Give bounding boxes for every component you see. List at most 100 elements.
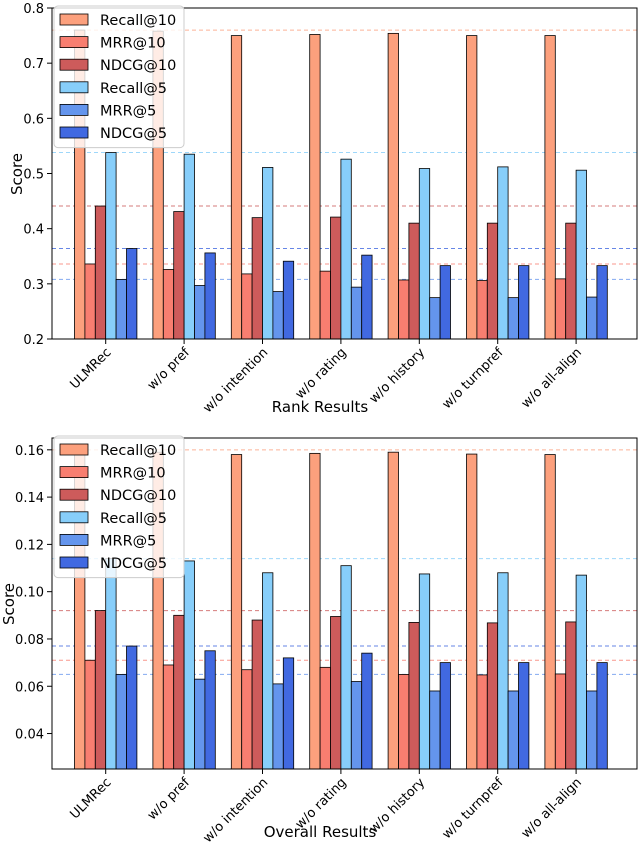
bar — [173, 614, 185, 770]
x-tick-label: w/o turnpref — [440, 345, 507, 412]
legend-swatch — [59, 81, 89, 94]
legend-label: NDCG@5 — [100, 126, 167, 142]
y-axis-label: Score — [0, 583, 18, 625]
bar — [126, 248, 138, 340]
bar — [507, 690, 519, 770]
y-tick-label: 0.10 — [15, 586, 44, 601]
bars — [74, 449, 608, 770]
y-tick-label: 0.2 — [23, 333, 44, 348]
bar — [173, 211, 185, 340]
y-tick-label: 0.5 — [23, 168, 44, 183]
legend-label: NDCG@10 — [100, 488, 176, 504]
bar — [596, 265, 608, 340]
bar — [387, 451, 399, 770]
legend-label: Recall@10 — [100, 443, 176, 459]
bar — [162, 664, 175, 770]
bar — [94, 610, 107, 770]
bar — [204, 252, 216, 340]
legend-swatch — [59, 534, 89, 546]
legend-swatch — [59, 13, 89, 26]
bar — [429, 690, 441, 770]
y-tick-label: 0.14 — [15, 491, 44, 506]
legend-swatch — [59, 126, 89, 139]
bar — [340, 565, 352, 770]
bar — [183, 153, 195, 340]
bar — [429, 297, 441, 340]
y-axis-ticks: 0.2 0.3 0.4 0.5 0.6 0.7 0.8 — [23, 2, 52, 348]
legend-label: NDCG@5 — [100, 556, 167, 572]
bar — [94, 205, 107, 340]
bar — [408, 222, 420, 340]
bar — [319, 666, 331, 770]
bar — [518, 662, 530, 770]
x-tick-label: w/o turnpref — [440, 775, 507, 842]
bar — [554, 278, 567, 340]
x-tick-label: w/o all-align — [519, 345, 585, 411]
bar — [126, 645, 138, 770]
bar — [476, 674, 488, 770]
bar — [387, 32, 399, 340]
bar — [439, 265, 451, 340]
y-tick-label: 0.4 — [23, 223, 44, 238]
bar — [398, 674, 410, 770]
x-tick-label: w/o history — [367, 345, 429, 407]
legend: Recall@10 MRR@10 NDCG@10 Recall@5 MRR@5 NDCG@… — [53, 5, 185, 149]
x-tick-label: w/o rating — [293, 345, 350, 402]
bar — [408, 622, 420, 770]
x-tick-label: ULMRec — [67, 345, 114, 392]
x-axis-label: Overall Results — [264, 823, 377, 841]
legend-label: MRR@10 — [100, 36, 166, 52]
bar — [518, 265, 530, 340]
bar — [565, 621, 577, 770]
rank-results-chart: 0.20.30.40.50.60.70.8 ULMRec w/o pref w/o … — [8, 2, 638, 416]
bar — [241, 669, 253, 770]
x-tick-label: w/o intention — [200, 345, 271, 416]
y-tick-label: 0.08 — [15, 633, 44, 648]
bar — [230, 35, 243, 340]
bar — [282, 657, 295, 770]
bars — [74, 29, 608, 340]
y-tick-label: 0.3 — [23, 278, 44, 293]
y-tick-label: 0.06 — [15, 680, 44, 695]
bar — [309, 34, 321, 340]
bar — [507, 297, 519, 340]
x-tick-label: w/o pref — [145, 775, 193, 823]
bar — [194, 285, 206, 340]
bar — [84, 659, 96, 770]
bar — [204, 650, 216, 770]
bar — [251, 217, 263, 340]
y-tick-label: 0.8 — [23, 2, 44, 17]
bar — [272, 291, 284, 340]
bar — [596, 662, 608, 770]
y-axis-ticks: 0.04 0.06 0.08 0.10 0.12 0.14 0.16 — [15, 444, 52, 743]
bar — [183, 560, 195, 770]
y-tick-label: 0.16 — [15, 444, 44, 459]
x-tick-label: w/o intention — [200, 775, 271, 844]
plot-frame — [51, 437, 638, 770]
bar — [84, 263, 96, 340]
bar — [330, 616, 342, 770]
legend-label: Recall@5 — [100, 511, 167, 527]
legend: Recall@10 MRR@10 NDCG@10 Recall@5 MRR@5 NDCG@… — [53, 435, 185, 579]
legend-swatch — [59, 104, 89, 116]
legend-label: MRR@5 — [100, 533, 156, 549]
y-tick-label: 0.12 — [15, 538, 44, 553]
bar — [262, 572, 274, 770]
bar — [350, 681, 363, 770]
bar — [544, 35, 556, 340]
bar — [466, 35, 478, 340]
legend-label: NDCG@10 — [100, 58, 176, 74]
bar — [272, 683, 284, 770]
bar — [251, 619, 263, 770]
bar — [361, 652, 373, 770]
bar — [586, 690, 598, 770]
bar — [340, 158, 352, 340]
bar — [162, 269, 175, 340]
bar — [105, 558, 117, 770]
bar — [486, 222, 499, 340]
bar — [282, 260, 295, 340]
bar — [476, 280, 488, 340]
bar — [418, 168, 431, 340]
bar — [586, 296, 598, 340]
bar — [230, 454, 243, 770]
